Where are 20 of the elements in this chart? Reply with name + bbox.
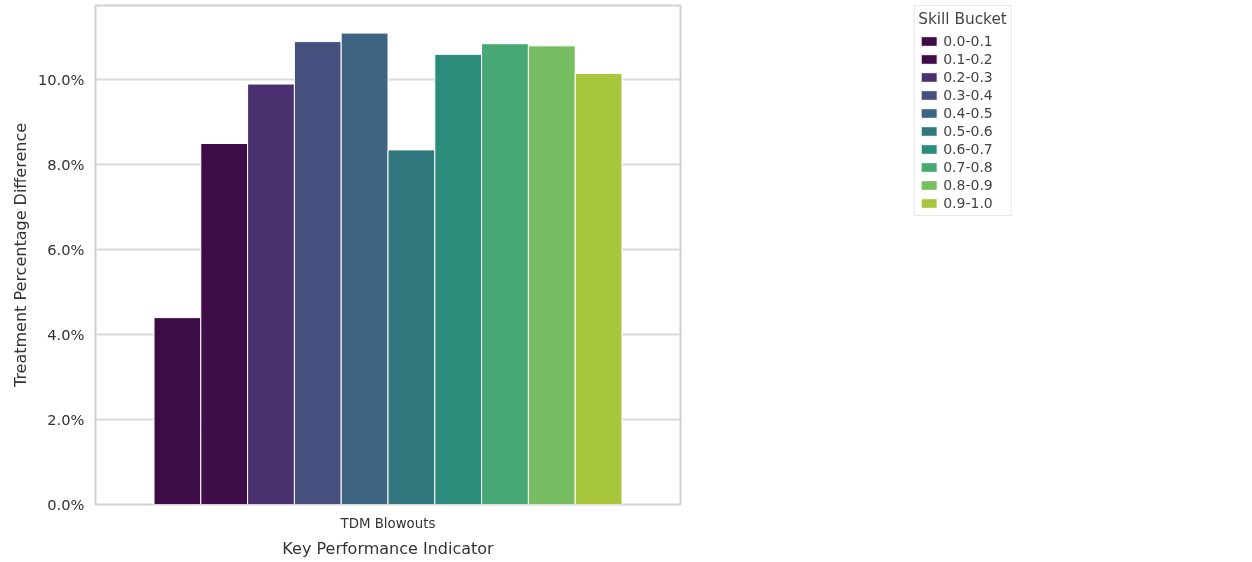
legend-label: 0.9-1.0	[943, 195, 993, 211]
y-tick-label: 6.0%	[47, 241, 85, 259]
legend-label: 0.2-0.3	[943, 69, 993, 85]
legend-label: 0.6-0.7	[943, 141, 993, 157]
x-tick-label: TDM Blowouts	[339, 515, 436, 531]
x-axis-title: Key Performance Indicator	[282, 538, 495, 558]
legend-title: Skill Bucket	[918, 10, 1007, 28]
legend-label: 0.0-0.1	[943, 33, 993, 49]
legend-label: 0.8-0.9	[943, 177, 993, 193]
legend-label: 0.1-0.2	[943, 51, 993, 67]
legend-label: 0.5-0.6	[943, 123, 993, 139]
legend-label: 0.7-0.8	[943, 159, 993, 175]
y-axis-title: Treatment Percentage Difference	[10, 122, 30, 389]
legend-label: 0.4-0.5	[943, 105, 993, 121]
y-tick-label: 2.0%	[47, 411, 85, 429]
y-tick-label: 4.0%	[47, 326, 85, 344]
y-tick-label: 8.0%	[47, 156, 85, 174]
y-tick-label: 0.0%	[47, 496, 85, 513]
y-tick-label: 10.0%	[37, 71, 85, 89]
legend-label: 0.3-0.4	[943, 87, 993, 103]
